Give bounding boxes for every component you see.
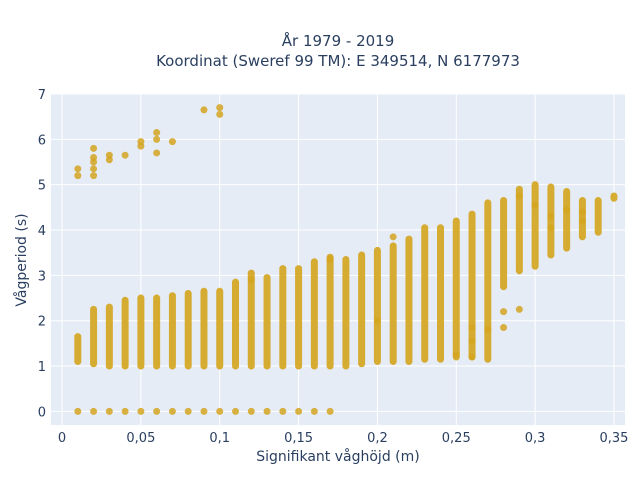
- data-point: [468, 337, 476, 345]
- data-point: [90, 172, 98, 180]
- data-point: [326, 256, 334, 263]
- data-point: [578, 208, 586, 216]
- y-tick-label: 0: [38, 405, 46, 420]
- data-point: [247, 276, 255, 284]
- y-tick-label: 4: [38, 224, 46, 239]
- data-point: [121, 407, 129, 415]
- data-point: [468, 353, 476, 361]
- data-point: [168, 407, 176, 415]
- x-tick-label: 0,1: [209, 431, 230, 446]
- data-point: [452, 351, 460, 359]
- data-point: [90, 144, 98, 152]
- x-tick-label: 0,2: [367, 431, 388, 446]
- y-tick-labels: 0 1 2 3 4 5 6 7: [38, 88, 46, 420]
- data-point: [310, 407, 318, 415]
- data-point: [168, 138, 176, 146]
- data-point: [90, 153, 98, 161]
- data-points: [74, 104, 618, 415]
- data-point: [563, 206, 571, 214]
- data-point: [216, 110, 224, 118]
- data-point: [547, 224, 555, 232]
- data-point: [216, 407, 224, 415]
- data-point: [105, 407, 113, 415]
- y-axis-title: Vågperiod (s): [13, 213, 30, 306]
- data-point: [326, 407, 334, 415]
- data-point: [578, 217, 586, 225]
- data-point: [153, 135, 161, 143]
- x-axis-title: Signifikant våghöjd (m): [256, 448, 419, 465]
- data-point: [137, 138, 145, 146]
- data-point: [153, 149, 161, 157]
- data-point: [184, 407, 192, 415]
- data-point: [547, 212, 555, 220]
- data-point: [389, 233, 397, 241]
- x-tick-label: 0,15: [284, 431, 313, 446]
- data-point: [74, 165, 82, 173]
- data-point: [74, 407, 82, 415]
- data-point: [500, 308, 508, 316]
- data-point: [153, 129, 161, 137]
- data-point: [373, 317, 381, 325]
- y-tick-label: 1: [38, 360, 46, 375]
- y-tick-label: 7: [38, 88, 46, 103]
- data-point: [74, 172, 82, 180]
- y-tick-label: 6: [38, 133, 46, 148]
- y-tick-label: 2: [38, 315, 46, 330]
- data-point: [216, 104, 224, 112]
- x-tick-label: 0,3: [525, 431, 546, 446]
- data-point: [279, 407, 287, 415]
- data-point: [515, 305, 523, 313]
- data-point: [200, 407, 208, 415]
- x-tick-label: 0,25: [442, 431, 471, 446]
- chart-title-line1: År 1979 - 2019: [282, 31, 395, 50]
- data-point: [232, 407, 239, 415]
- data-point: [153, 407, 161, 415]
- data-point: [263, 407, 271, 415]
- x-tick-label: 0: [58, 431, 66, 446]
- data-point: [531, 201, 539, 209]
- data-point: [500, 324, 508, 332]
- x-tick-labels: 0 0,05 0,1 0,15 0,2 0,25 0,3 0,35: [58, 431, 629, 446]
- plot-area: [51, 94, 625, 425]
- data-point: [247, 407, 255, 415]
- data-point: [137, 407, 145, 415]
- data-point: [484, 326, 492, 334]
- data-point: [90, 407, 98, 415]
- data-point: [90, 165, 98, 173]
- data-point: [200, 106, 208, 114]
- y-gridlines: [51, 93, 625, 412]
- data-point: [121, 151, 129, 159]
- data-point: [105, 151, 113, 159]
- data-point: [295, 407, 303, 415]
- data-point: [515, 192, 523, 200]
- data-point: [468, 324, 476, 332]
- y-tick-label: 3: [38, 269, 46, 284]
- chart-title-line2: Koordinat (Sweref 99 TM): E 349514, N 61…: [156, 52, 520, 70]
- y-tick-label: 5: [38, 179, 46, 194]
- x-tick-label: 0,35: [599, 431, 628, 446]
- x-tick-label: 0,05: [126, 431, 155, 446]
